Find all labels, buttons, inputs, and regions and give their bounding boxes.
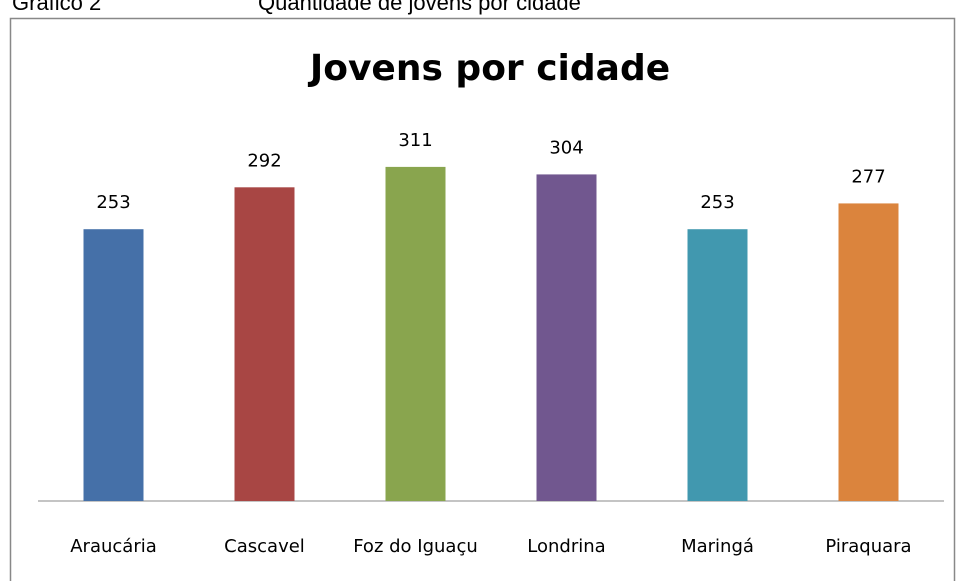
bar	[385, 166, 446, 501]
x-tick-label: Foz do Iguaçu	[353, 536, 478, 557]
x-tick-label: Maringá	[681, 536, 754, 557]
bar	[536, 174, 597, 501]
bar	[687, 229, 748, 501]
x-tick-label: Londrina	[527, 536, 605, 557]
data-label: 304	[549, 137, 583, 158]
x-tick-label: Cascavel	[224, 536, 305, 557]
chart-frame	[9, 17, 956, 581]
data-label: 292	[247, 150, 281, 171]
data-label: 253	[96, 192, 130, 213]
bar	[83, 229, 144, 501]
chart-title: Jovens por cidade	[307, 48, 670, 89]
caption-label: Gráfico 2	[12, 0, 101, 15]
bar	[234, 187, 295, 501]
data-label: 311	[398, 130, 432, 151]
x-tick-label: Araucária	[70, 536, 157, 557]
x-tick-label: Piraquara	[825, 536, 911, 557]
data-label: 277	[851, 166, 885, 187]
bar	[838, 203, 899, 501]
data-label: 253	[700, 192, 734, 213]
caption-text: Quantidade de jovens por cidade	[258, 0, 581, 15]
